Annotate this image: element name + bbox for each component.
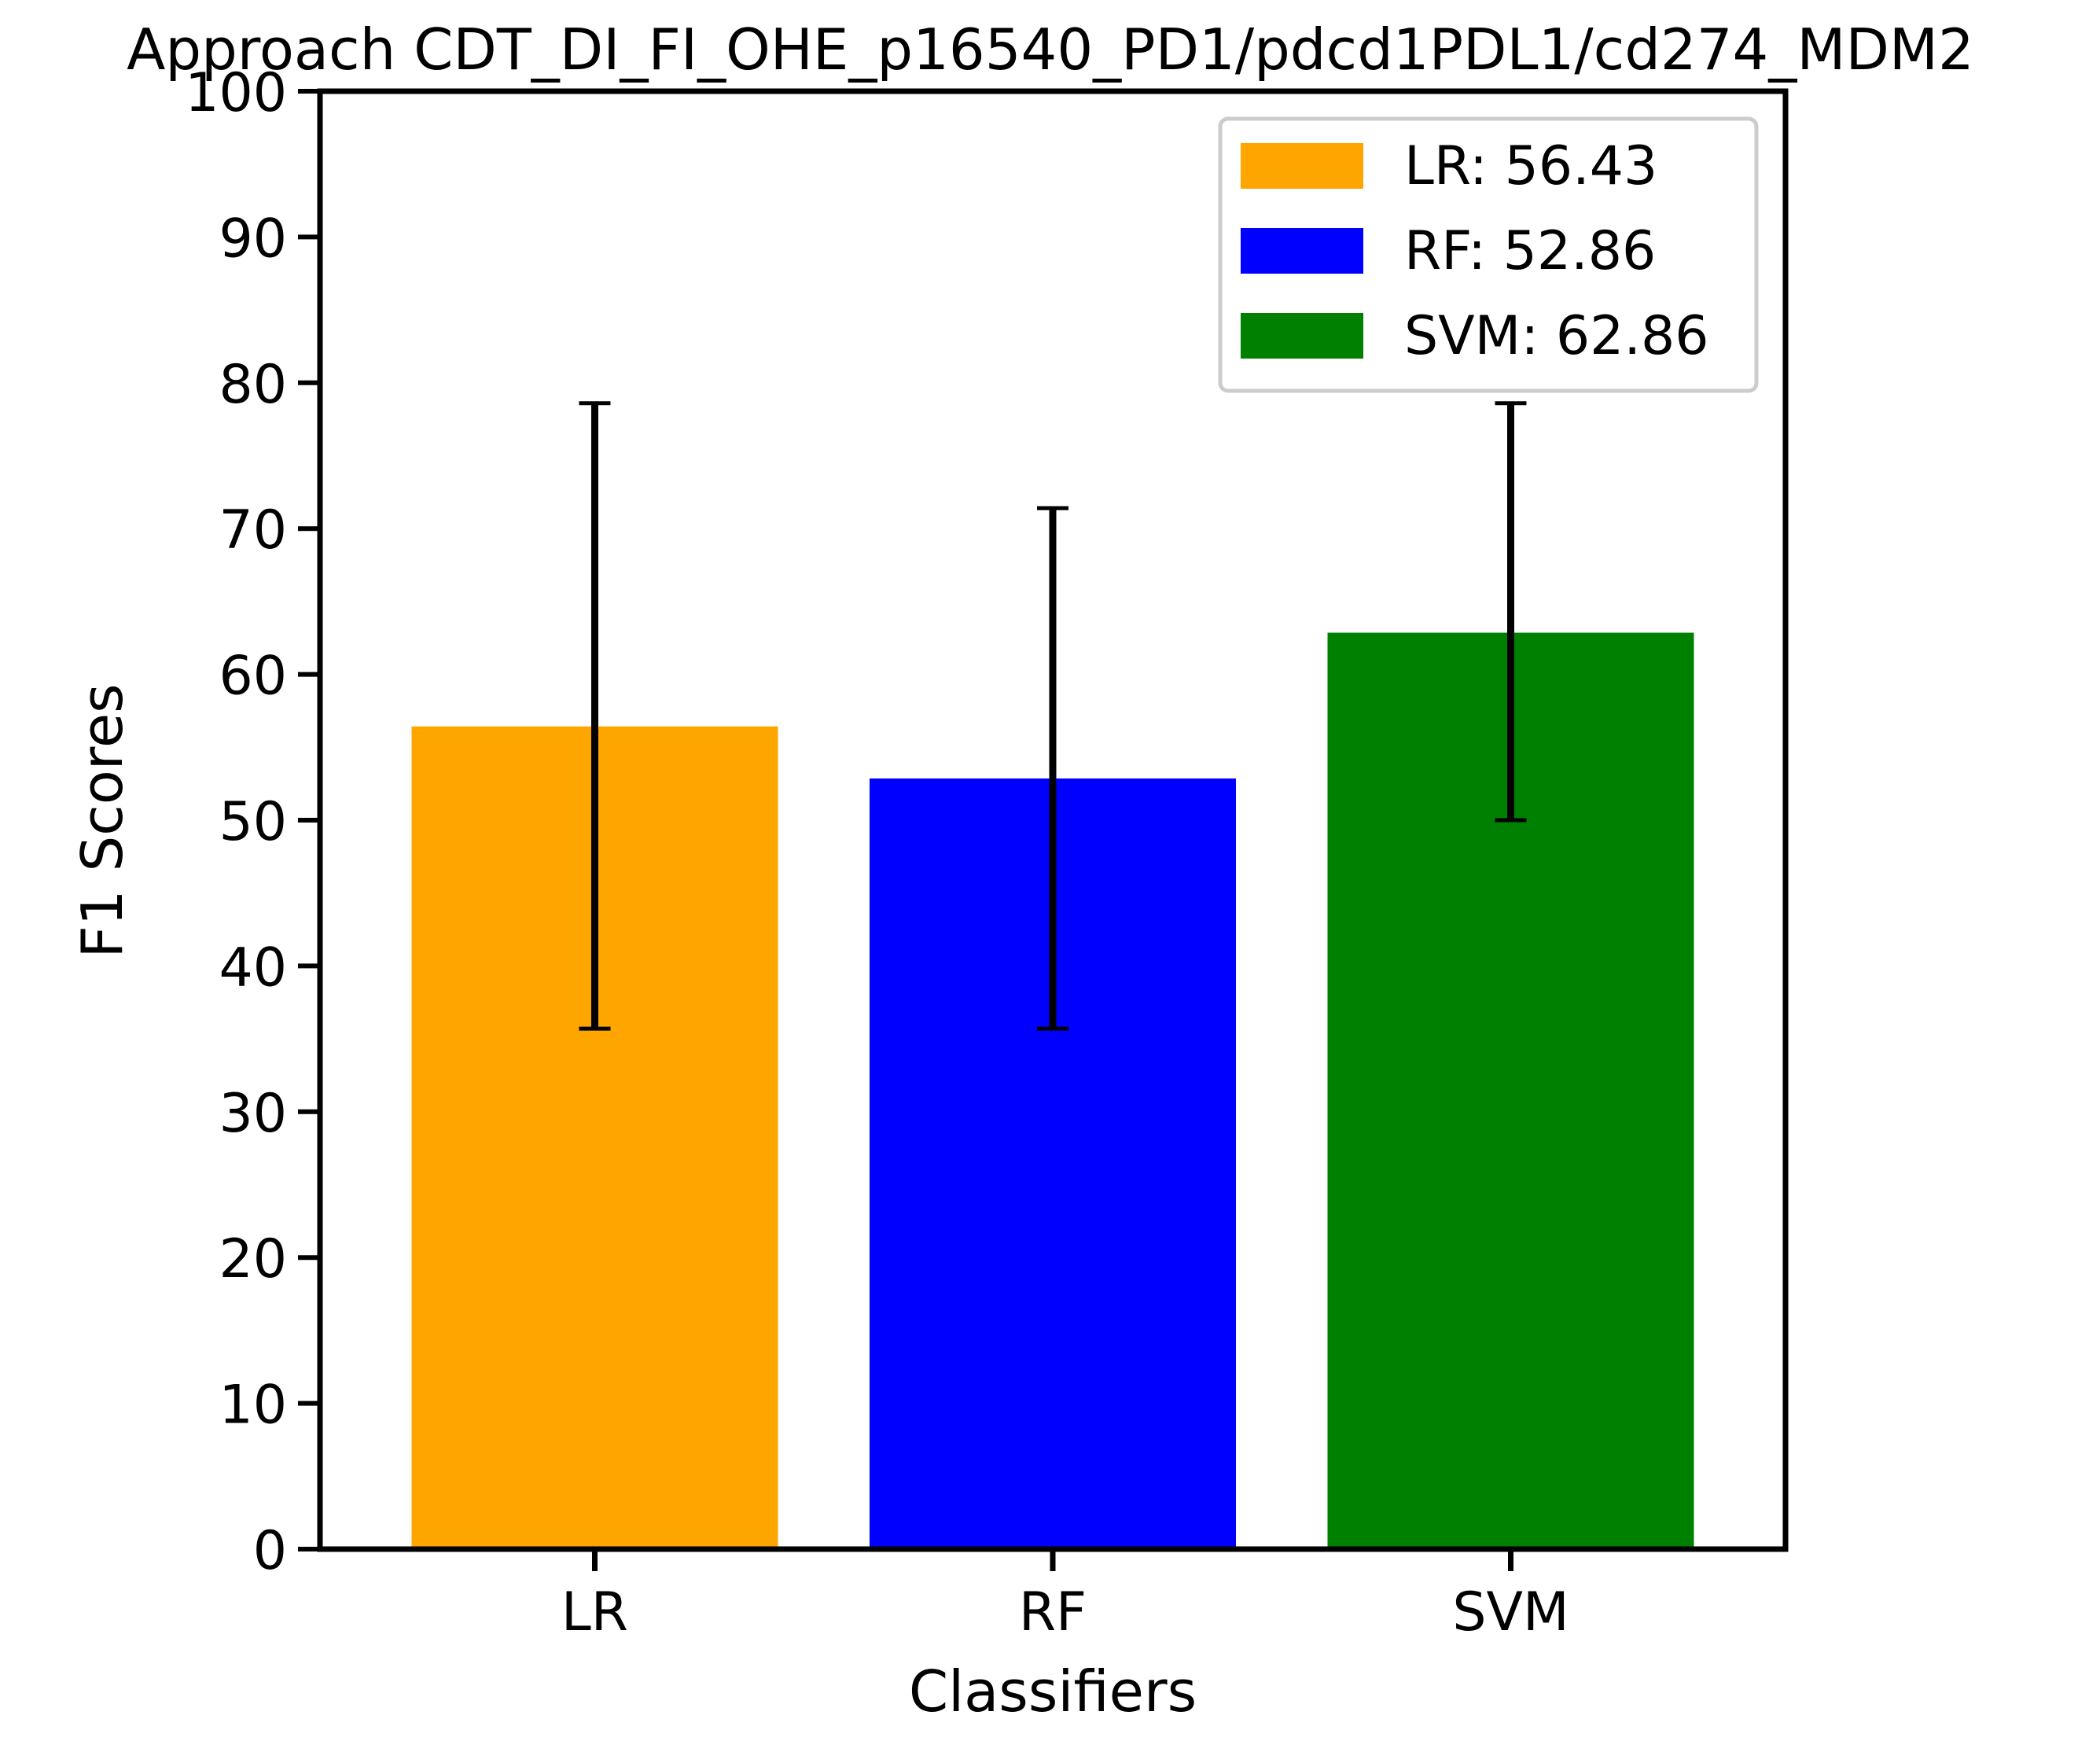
x-tick-label: SVM <box>1452 1581 1569 1643</box>
plot-frame <box>317 88 1789 1552</box>
legend-item: SVM: 62.86 <box>1241 305 1709 367</box>
legend: LR: 56.43 RF: 52.86 SVM: 62.86 <box>1218 116 1759 393</box>
x-axis-label: Classifiers <box>909 1658 1197 1724</box>
legend-item: LR: 56.43 <box>1241 135 1657 197</box>
chart-title: Approach CDT_DI_FI_OHE_p16540_PD1/pdcd1P… <box>127 17 1974 83</box>
legend-swatch <box>1241 228 1363 274</box>
y-tick-label: 100 <box>185 62 287 124</box>
legend-label: RF: 52.86 <box>1404 220 1656 282</box>
error-bar-rf <box>1037 506 1068 1031</box>
y-tick-label: 20 <box>219 1228 287 1290</box>
x-tick-label: LR <box>561 1581 628 1643</box>
legend-label: LR: 56.43 <box>1404 135 1657 197</box>
legend-label: SVM: 62.86 <box>1404 305 1709 367</box>
y-tick-label: 10 <box>219 1375 287 1437</box>
y-tick-label: 30 <box>219 1083 287 1145</box>
y-tick-label: 80 <box>219 354 287 416</box>
y-tick-label: 60 <box>219 646 287 708</box>
y-tick-label: 40 <box>219 937 287 999</box>
x-tick-label: RF <box>1019 1581 1087 1643</box>
legend-swatch <box>1241 143 1363 189</box>
y-tick-label: 50 <box>219 791 287 853</box>
error-bars <box>579 401 1527 1031</box>
y-axis-ticks: 0 10 20 30 40 50 60 70 80 90 100 <box>185 62 320 1582</box>
error-bar-svm <box>1495 401 1527 823</box>
x-axis-ticks: LR RF SVM <box>561 1549 1569 1643</box>
y-axis-label: F1 Scores <box>69 683 135 958</box>
legend-item: RF: 52.86 <box>1241 220 1656 282</box>
y-tick-label: 70 <box>219 499 287 561</box>
error-bar-lr <box>579 401 611 1031</box>
y-tick-label: 0 <box>253 1520 287 1582</box>
legend-swatch <box>1241 313 1363 359</box>
y-tick-label: 90 <box>219 208 287 270</box>
legend-items: LR: 56.43 RF: 52.86 SVM: 62.86 <box>1241 135 1709 367</box>
